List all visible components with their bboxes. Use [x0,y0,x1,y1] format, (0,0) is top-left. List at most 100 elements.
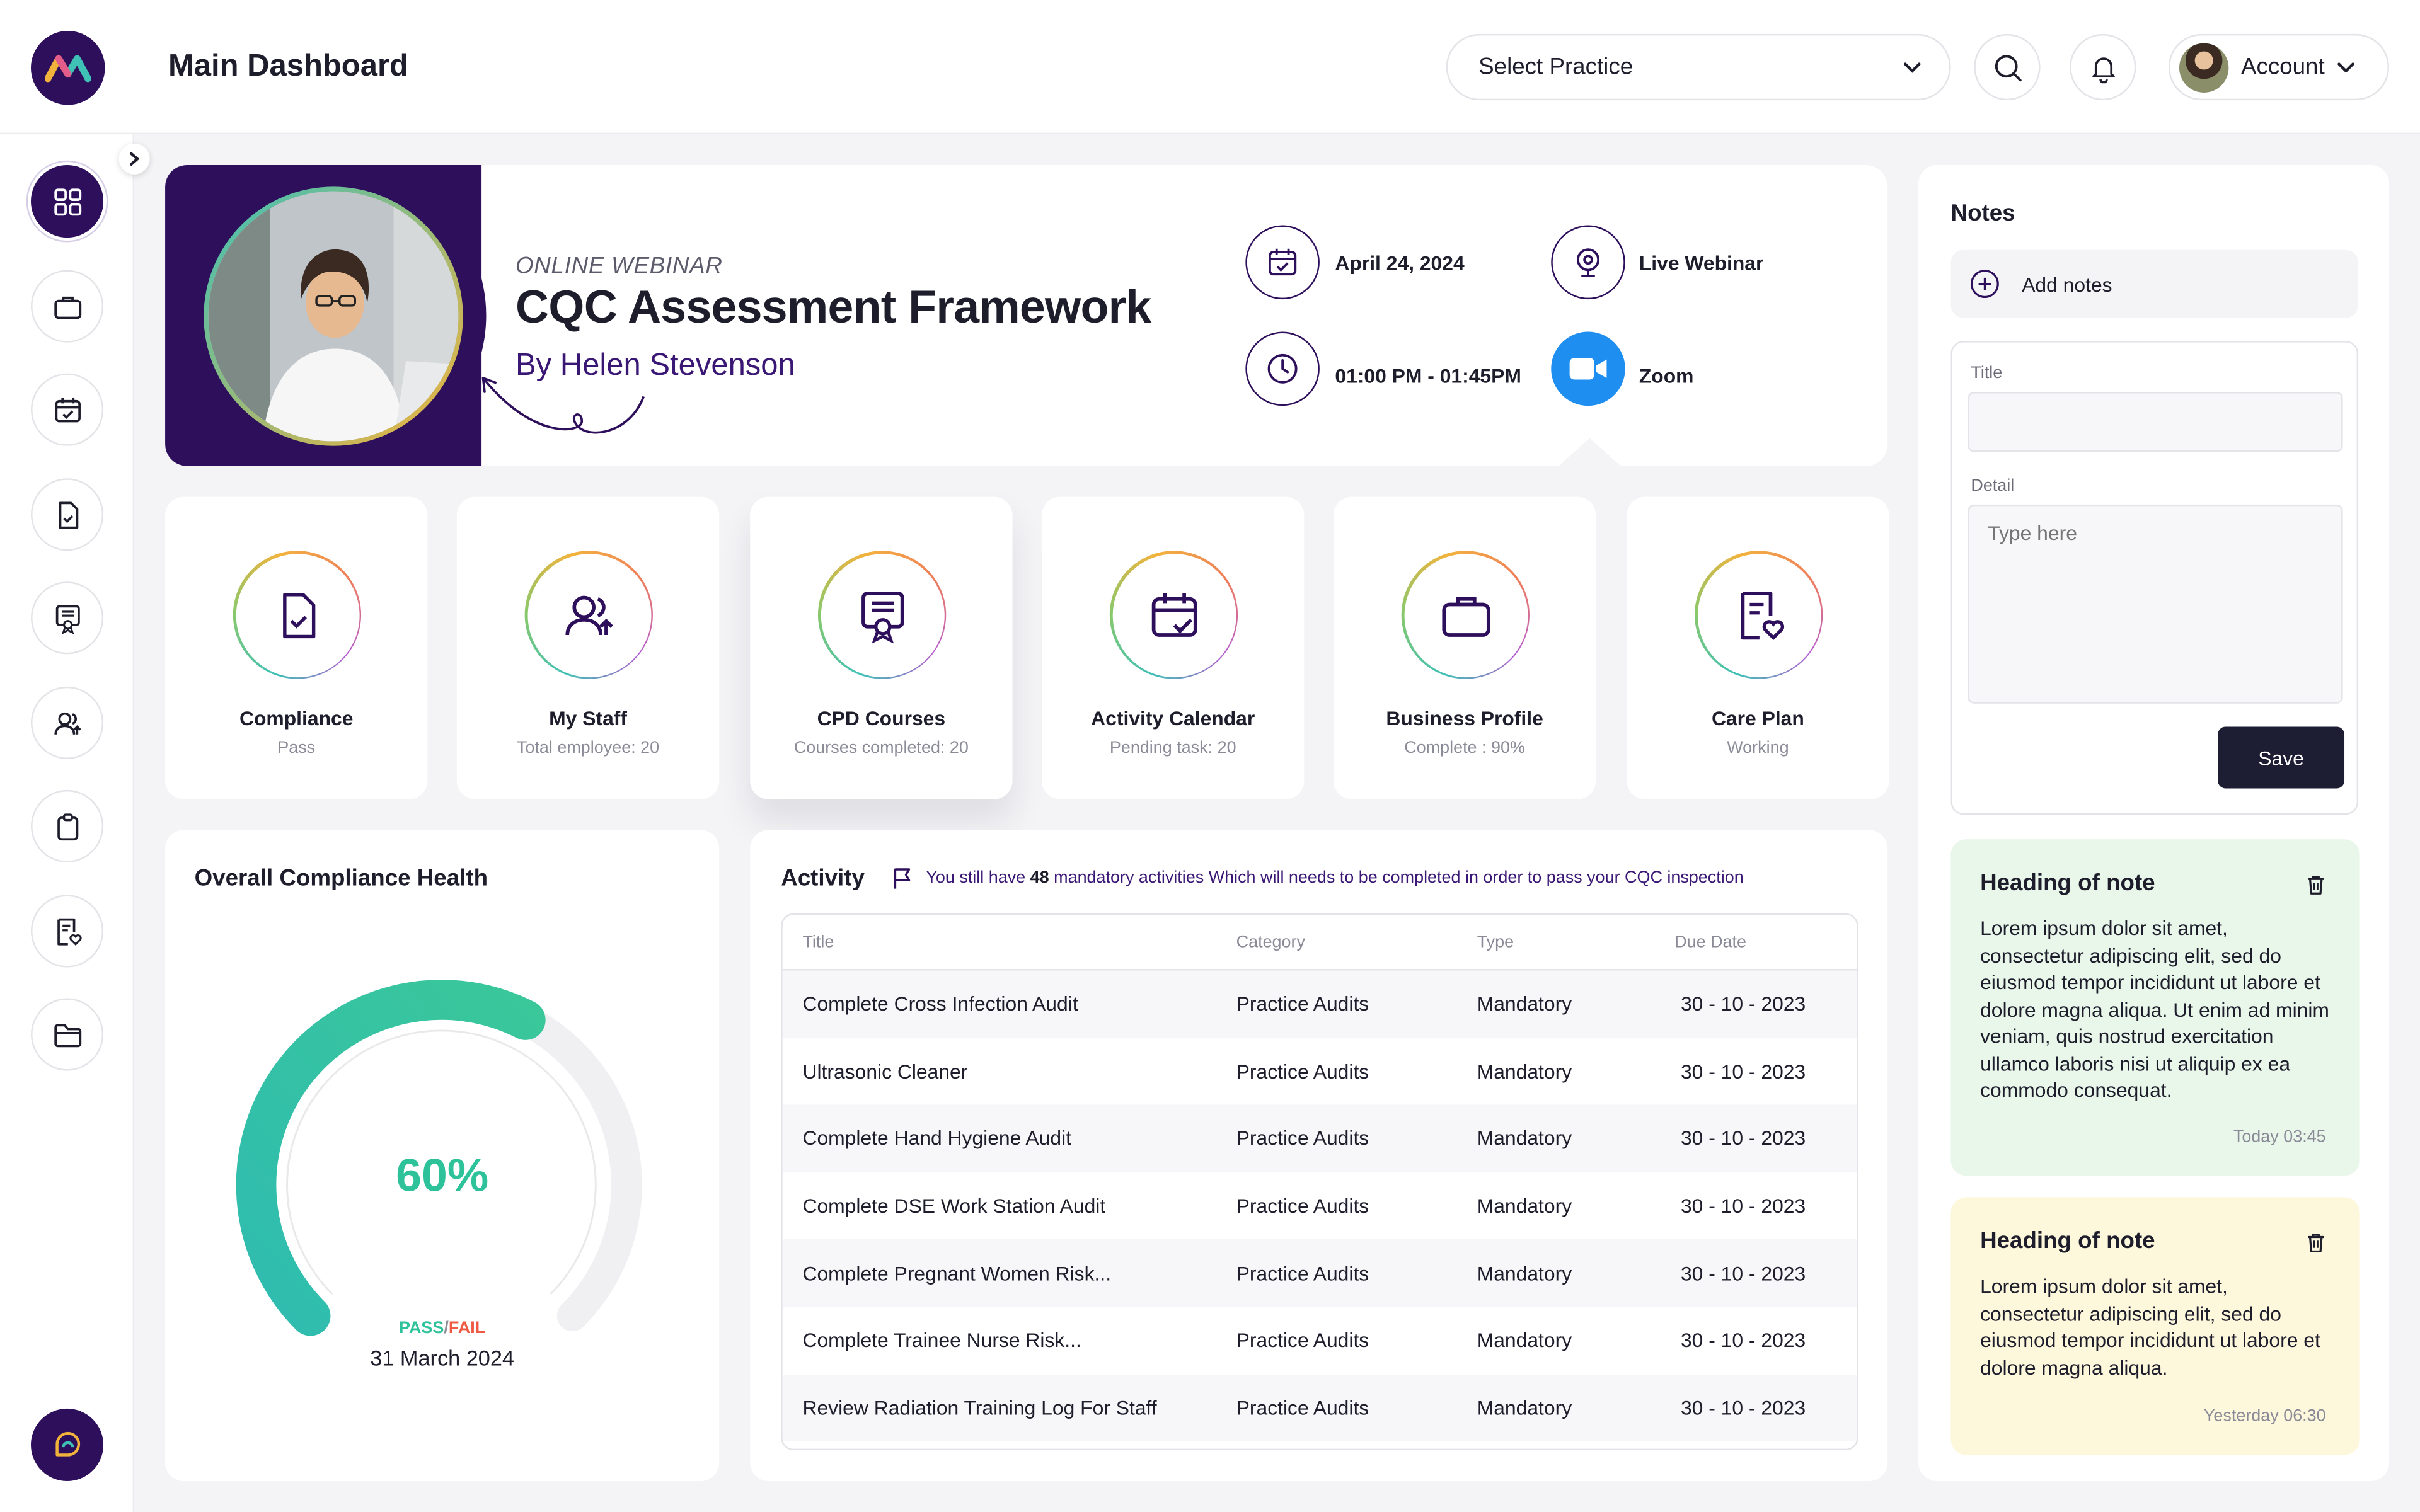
module-icon-ring [1109,551,1238,679]
cell-due-date: 30 - 10 - 2023 [1680,1396,1806,1419]
activity-table: Title Category Type Due Date Complete Cr… [781,913,1858,1451]
pass-fail-label: PASS/FAIL [165,1319,719,1337]
app-logo[interactable] [30,30,105,105]
module-title: My Staff [549,706,627,730]
file-check-icon [58,501,78,529]
fail-label: FAIL [448,1319,486,1338]
cell-title: Ultrasonic Cleaner [802,1060,968,1083]
search-icon [1994,54,2021,81]
swoosh-arrow-icon [481,377,645,434]
cell-title: Complete Hand Hygiene Audit [802,1126,1072,1150]
cell-category: Practice Audits [1236,992,1369,1016]
cell-type: Mandatory [1477,1329,1572,1353]
note-card[interactable]: Heading of note Lorem ipsum dolor sit am… [1950,1197,2360,1455]
module-icon-ring [233,551,362,679]
table-row[interactable]: Complete Hand Hygiene Audit Practice Audi… [782,1104,1857,1172]
module-title: Compliance [239,706,354,730]
save-note-button[interactable]: Save [2218,726,2345,789]
note-timestamp: Yesterday 06:30 [2203,1407,2326,1426]
chevron-down-icon [2337,62,2355,72]
activity-title: Activity [781,865,865,892]
add-notes-button[interactable]: Add notes [1950,249,2359,318]
cell-category: Practice Audits [1236,1194,1369,1218]
sidebar-item-dashboard[interactable] [30,165,104,238]
webinar-presenter: By Helen Stevenson [515,348,795,383]
sidebar-item-care-plan[interactable] [30,895,104,968]
table-row[interactable]: Review Radiation Training Log For Staff P… [782,1374,1857,1441]
clock-icon [1267,353,1298,384]
avatar [2179,42,2229,92]
module-subtitle: Pending task: 20 [1109,739,1236,758]
staff-icon [54,711,81,734]
sidebar-item-clipboard[interactable] [30,789,104,862]
sidebar-collapse-toggle[interactable] [118,143,150,175]
cell-due-date: 30 - 10 - 2023 [1680,1329,1806,1353]
module-subtitle: Working [1727,739,1789,758]
column-header-type[interactable]: Type [1477,932,1514,951]
sidebar-item-staff[interactable] [30,686,104,759]
trash-icon[interactable] [2304,1231,2327,1254]
module-title: Activity Calendar [1091,706,1255,730]
bell-icon [2092,57,2114,83]
plus-circle-icon [1971,270,1999,299]
column-header-category[interactable]: Category [1236,932,1305,951]
grid-icon [54,188,81,215]
table-row[interactable]: Complete DSE Work Station Audit Practice … [783,1172,1857,1240]
table-header: Title Category Type Due Date [782,915,1857,971]
module-card-compliance[interactable]: Compliance Pass [165,496,428,799]
cell-type: Mandatory [1477,1194,1572,1218]
cell-title: Complete DSE Work Station Audit [802,1194,1106,1218]
add-notes-label: Add notes [2022,272,2112,295]
calendar-check-icon [1269,248,1297,276]
module-subtitle: Total employee: 20 [516,739,660,758]
module-icon-ring [524,551,653,679]
module-card-cpd-courses[interactable]: CPD Courses Courses completed: 20 [750,496,1013,799]
sidebar-item-courses[interactable] [30,581,104,655]
column-header-due-date[interactable]: Due Date [1674,932,1747,951]
module-subtitle: Complete : 90% [1404,739,1525,758]
search-button[interactable] [1974,33,2041,101]
sidebar-item-compliance[interactable] [30,478,104,551]
module-subtitle: Pass [277,739,316,758]
file-check-icon [282,592,315,638]
table-row[interactable]: Ultrasonic Cleaner Practice Audits Mandato… [783,1038,1857,1105]
table-row[interactable]: Complete Cross Infection Audit Practice A… [782,970,1857,1038]
cell-title: Complete Cross Infection Audit [802,992,1078,1016]
note-card[interactable]: Heading of note Lorem ipsum dolor sit am… [1950,839,2360,1176]
table-row[interactable]: Complete Pregnant Women Risk... Practice … [782,1239,1857,1307]
module-card-care-plan[interactable]: Care Plan Working [1627,496,1889,799]
sidebar-item-business[interactable] [30,270,104,343]
activity-notice: You still have 48 mandatory activities W… [926,869,1743,887]
cell-category: Practice Audits [1236,1261,1369,1285]
module-card-business-profile[interactable]: Business Profile Complete : 90% [1333,496,1596,799]
top-header: Main Dashboard Select Practice Account [0,0,2420,135]
webinar-title: CQC Assessment Framework [515,282,1151,333]
cell-type: Mandatory [1477,1396,1572,1419]
sidebar-item-files[interactable] [30,998,104,1071]
practice-select-value: Select Practice [1478,54,1634,81]
note-detail-input[interactable] [1968,504,2343,704]
table-row[interactable]: Complete Trainee Nurse Risk... Practice A… [783,1307,1857,1374]
chevron-down-icon [1904,62,1921,72]
cell-due-date: 30 - 10 - 2023 [1680,1060,1806,1083]
zoom-badge[interactable] [1551,331,1625,406]
time-badge [1245,331,1320,406]
support-chat-button[interactable] [30,1408,104,1482]
module-card-my-staff[interactable]: My Staff Total employee: 20 [456,496,720,799]
webinar-banner[interactable]: ONLINE WEBINAR CQC Assessment Framework … [165,165,1888,466]
compliance-date: 31 March 2024 [370,1345,515,1370]
sidebar [0,134,135,1512]
practice-select[interactable]: Select Practice [1446,33,1951,101]
notifications-button[interactable] [2070,33,2136,101]
cell-type: Mandatory [1477,1126,1572,1150]
column-header-title[interactable]: Title [802,932,834,951]
trash-icon[interactable] [2304,873,2327,896]
module-card-activity-calendar[interactable]: Activity Calendar Pending task: 20 [1042,496,1305,799]
sidebar-item-calendar[interactable] [30,373,104,446]
notice-text: mandatory activities Which will needs to… [1049,868,1744,888]
cell-type: Mandatory [1477,992,1572,1016]
module-title: Care Plan [1711,706,1804,730]
page-title: Main Dashboard [168,49,408,84]
note-title-input[interactable] [1968,392,2343,452]
account-menu[interactable]: Account [2168,33,2390,101]
